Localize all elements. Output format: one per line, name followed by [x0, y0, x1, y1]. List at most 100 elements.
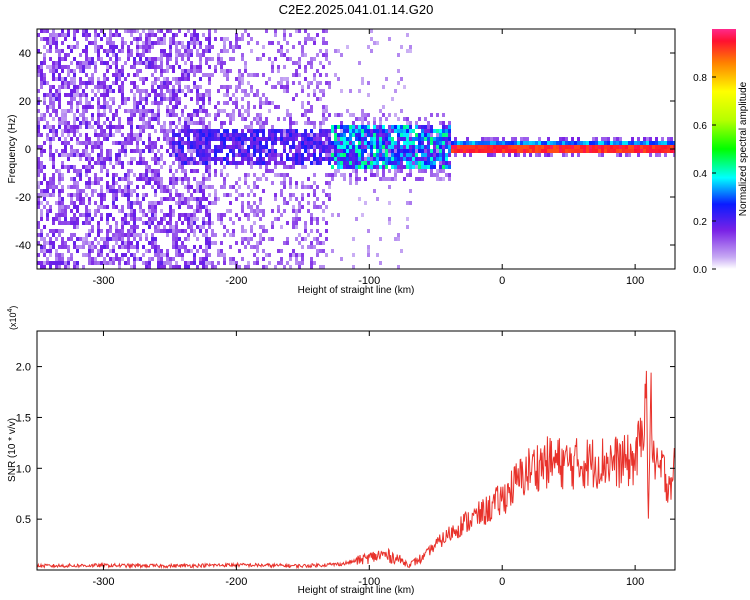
heatmap-cell: [148, 225, 151, 229]
heatmap-cell: [319, 133, 322, 137]
heatmap-cell: [229, 201, 232, 205]
heatmap-cell: [238, 81, 241, 85]
heatmap-cell: [259, 129, 262, 133]
heatmap-cell: [124, 61, 127, 65]
heatmap-cell: [76, 101, 79, 105]
heatmap-cell: [349, 173, 352, 177]
heatmap-cell: [181, 109, 184, 113]
heatmap-cell: [232, 153, 235, 157]
heatmap-cell: [346, 165, 349, 169]
heatmap-cell: [184, 45, 187, 49]
heatmap-cell: [40, 133, 43, 137]
heatmap-cell: [181, 77, 184, 81]
heatmap-cell: [403, 125, 406, 129]
heatmap-cell: [52, 217, 55, 221]
heatmap-cell: [190, 213, 193, 217]
heatmap-cell: [364, 201, 367, 205]
heatmap-cell: [202, 185, 205, 189]
heatmap-cell: [445, 157, 448, 161]
heatmap-cell: [115, 125, 118, 129]
heatmap-cell: [82, 81, 85, 85]
heatmap-cell: [40, 37, 43, 41]
heatmap-cell: [100, 165, 103, 169]
heatmap-cell: [601, 153, 604, 157]
heatmap-cell: [187, 29, 190, 33]
heatmap-cell: [562, 149, 565, 153]
heatmap-cell: [67, 73, 70, 77]
heatmap-cell: [610, 141, 613, 145]
heatmap-cell: [109, 121, 112, 125]
heatmap-cell: [427, 161, 430, 165]
heatmap-cell: [148, 141, 151, 145]
heatmap-cell: [439, 129, 442, 133]
heatmap-cell: [313, 133, 316, 137]
heatmap-cell: [328, 133, 331, 137]
heatmap-cell: [85, 117, 88, 121]
heatmap-cell: [139, 153, 142, 157]
heatmap-cell: [427, 153, 430, 157]
heatmap-cell: [145, 161, 148, 165]
heatmap-cell: [103, 129, 106, 133]
heatmap-cell: [448, 141, 451, 145]
heatmap-cell: [163, 77, 166, 81]
heatmap-cell: [376, 145, 379, 149]
heatmap-cell: [175, 169, 178, 173]
heatmap-cell: [322, 93, 325, 97]
heatmap-cell: [172, 109, 175, 113]
heatmap-cell: [106, 65, 109, 69]
heatmap-cell: [379, 165, 382, 169]
heatmap-cell: [139, 77, 142, 81]
heatmap-cell: [220, 217, 223, 221]
heatmap-cell: [514, 153, 517, 157]
heatmap-cell: [166, 97, 169, 101]
heatmap-cell: [58, 233, 61, 237]
heatmap-cell: [91, 181, 94, 185]
heatmap-cell: [484, 137, 487, 141]
heatmap-cell: [592, 137, 595, 141]
heatmap-cell: [178, 89, 181, 93]
heatmap-cell: [187, 45, 190, 49]
heatmap-cell: [325, 229, 328, 233]
heatmap-cell: [262, 73, 265, 77]
heatmap-cell: [76, 89, 79, 93]
heatmap-cell: [406, 137, 409, 141]
heatmap-cell: [85, 81, 88, 85]
heatmap-cell: [298, 201, 301, 205]
heatmap-cell: [103, 137, 106, 141]
heatmap-cell: [124, 153, 127, 157]
heatmap-cell: [232, 45, 235, 49]
heatmap-cell: [142, 177, 145, 181]
heatmap-cell: [118, 77, 121, 81]
heatmap-cell: [298, 65, 301, 69]
heatmap-cell: [130, 193, 133, 197]
heatmap-cell: [559, 149, 562, 153]
heatmap-cell: [208, 213, 211, 217]
heatmap-cell: [205, 257, 208, 261]
heatmap-cell: [358, 125, 361, 129]
heatmap-cell: [70, 209, 73, 213]
heatmap-cell: [286, 201, 289, 205]
heatmap-cell: [124, 109, 127, 113]
heatmap-cell: [91, 193, 94, 197]
heatmap-cell: [208, 129, 211, 133]
heatmap-cell: [97, 145, 100, 149]
heatmap-cell: [622, 149, 625, 153]
heatmap-cell: [295, 153, 298, 157]
heatmap-cell: [94, 65, 97, 69]
heatmap-cell: [358, 137, 361, 141]
heatmap-cell: [58, 193, 61, 197]
heatmap-cell: [61, 81, 64, 85]
heatmap-cell: [85, 213, 88, 217]
heatmap-cell: [625, 153, 628, 157]
heatmap-cell: [58, 137, 61, 141]
heatmap-cell: [43, 93, 46, 97]
heatmap-cell: [661, 149, 664, 153]
heatmap-cell: [103, 97, 106, 101]
heatmap-cell: [436, 133, 439, 137]
heatmap-cell: [268, 253, 271, 257]
heatmap-cell: [130, 137, 133, 141]
heatmap-cell: [127, 133, 130, 137]
heatmap-cell: [229, 245, 232, 249]
heatmap-cell: [304, 137, 307, 141]
heatmap-cell: [64, 37, 67, 41]
